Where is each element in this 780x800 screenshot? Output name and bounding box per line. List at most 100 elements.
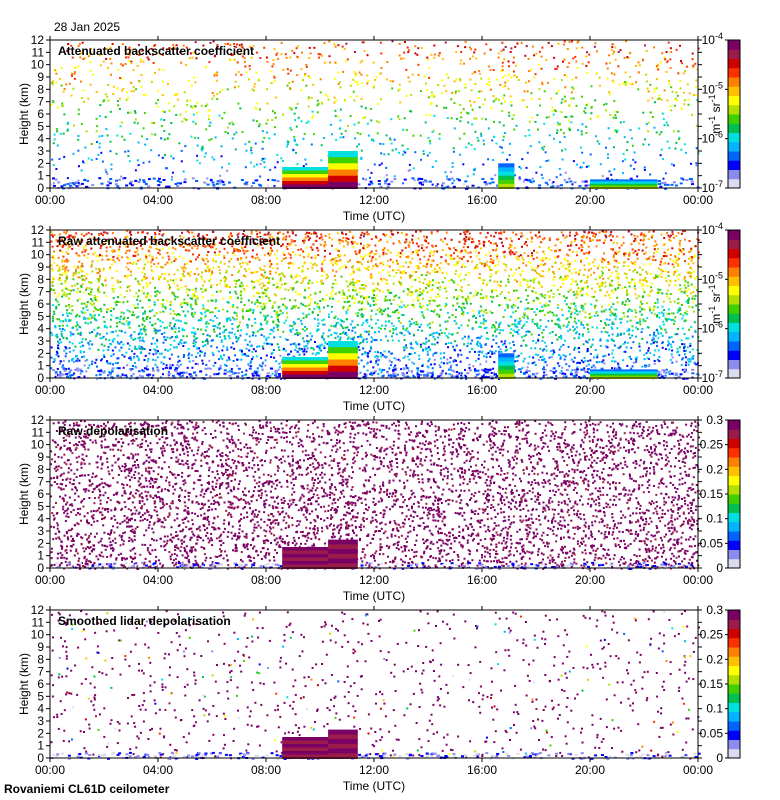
noise-pixel	[129, 132, 132, 135]
noise-pixel	[446, 358, 449, 361]
noise-pixel	[237, 358, 240, 361]
noise-pixel	[192, 315, 195, 318]
noise-pixel	[546, 183, 549, 186]
noise-pixel	[223, 335, 226, 338]
noise-pixel	[522, 366, 525, 369]
noise-pixel	[595, 299, 598, 302]
noise-pixel	[625, 291, 628, 294]
noise-pixel	[568, 353, 571, 356]
colorbar-segment	[728, 132, 740, 143]
noise-pixel	[643, 253, 646, 255]
noise-pixel	[239, 291, 242, 294]
noise-pixel	[657, 330, 659, 333]
noise-pixel	[671, 233, 674, 236]
noise-pixel	[67, 367, 70, 370]
noise-pixel	[412, 299, 415, 302]
noise-pixel	[602, 355, 605, 358]
noise-pixel	[151, 309, 154, 312]
noise-pixel	[289, 56, 292, 59]
noise-pixel	[678, 244, 681, 247]
noise-pixel	[464, 368, 466, 371]
noise-pixel	[688, 257, 690, 260]
noise-pixel	[565, 303, 568, 306]
noise-pixel	[73, 124, 75, 127]
noise-pixel	[512, 350, 515, 353]
noise-pixel	[207, 260, 209, 263]
noise-pixel	[83, 57, 86, 60]
noise-pixel	[510, 244, 513, 247]
noise-pixel	[231, 316, 234, 319]
noise-pixel	[51, 317, 54, 320]
noise-pixel	[558, 167, 561, 170]
noise-pixel	[463, 242, 466, 245]
noise-pixel	[80, 233, 83, 236]
noise-pixel	[694, 245, 697, 248]
noise-pixel	[256, 102, 259, 105]
noise-pixel	[237, 71, 240, 73]
noise-pixel	[628, 329, 631, 332]
noise-pixel	[415, 230, 417, 233]
noise-pixel	[607, 261, 610, 264]
noise-pixel	[290, 307, 293, 310]
noise-pixel	[468, 367, 471, 369]
noise-pixel	[383, 350, 386, 353]
noise-pixel	[78, 165, 80, 168]
surface-pixel	[142, 181, 146, 184]
noise-pixel	[408, 49, 410, 51]
noise-pixel	[599, 339, 602, 342]
noise-pixel	[265, 295, 268, 298]
noise-pixel	[426, 89, 429, 92]
noise-pixel	[91, 343, 94, 346]
noise-pixel	[552, 296, 555, 299]
noise-pixel	[333, 43, 336, 46]
noise-pixel	[342, 306, 345, 308]
noise-pixel	[120, 175, 123, 178]
noise-pixel	[110, 62, 113, 65]
noise-pixel	[307, 235, 310, 238]
noise-pixel	[529, 262, 532, 265]
noise-pixel	[182, 170, 185, 173]
noise-pixel	[176, 296, 179, 299]
noise-pixel	[221, 117, 224, 120]
noise-pixel	[579, 166, 582, 169]
surface-pixel	[485, 183, 488, 186]
noise-pixel	[596, 314, 599, 317]
noise-pixel	[559, 276, 562, 279]
noise-pixel	[140, 279, 143, 282]
noise-pixel	[502, 124, 505, 127]
noise-pixel	[370, 326, 373, 329]
noise-pixel	[403, 51, 406, 54]
noise-pixel	[413, 179, 416, 182]
noise-pixel	[543, 358, 546, 361]
noise-pixel	[434, 377, 436, 380]
noise-pixel	[99, 104, 102, 107]
noise-pixel	[186, 262, 189, 265]
noise-pixel	[146, 316, 148, 319]
noise-pixel	[648, 143, 650, 146]
noise-pixel	[276, 153, 279, 156]
surface-pixel	[464, 180, 468, 183]
noise-pixel	[280, 298, 283, 300]
noise-pixel	[273, 76, 276, 79]
noise-pixel	[339, 336, 342, 339]
noise-pixel	[343, 301, 346, 303]
noise-pixel	[493, 352, 496, 355]
noise-pixel	[436, 313, 439, 316]
noise-pixel	[291, 325, 294, 327]
noise-pixel	[387, 153, 390, 156]
noise-pixel	[216, 284, 218, 286]
noise-pixel	[109, 318, 112, 321]
noise-pixel	[89, 298, 92, 300]
surface-pixel	[411, 177, 415, 180]
noise-pixel	[567, 263, 569, 266]
noise-pixel	[510, 328, 513, 331]
noise-pixel	[649, 334, 652, 337]
noise-pixel	[489, 310, 492, 313]
noise-pixel	[508, 114, 511, 117]
noise-pixel	[172, 157, 175, 160]
noise-pixel	[244, 275, 247, 278]
noise-pixel	[197, 234, 200, 237]
noise-pixel	[589, 153, 592, 156]
noise-pixel	[82, 307, 85, 310]
noise-pixel	[169, 322, 172, 325]
